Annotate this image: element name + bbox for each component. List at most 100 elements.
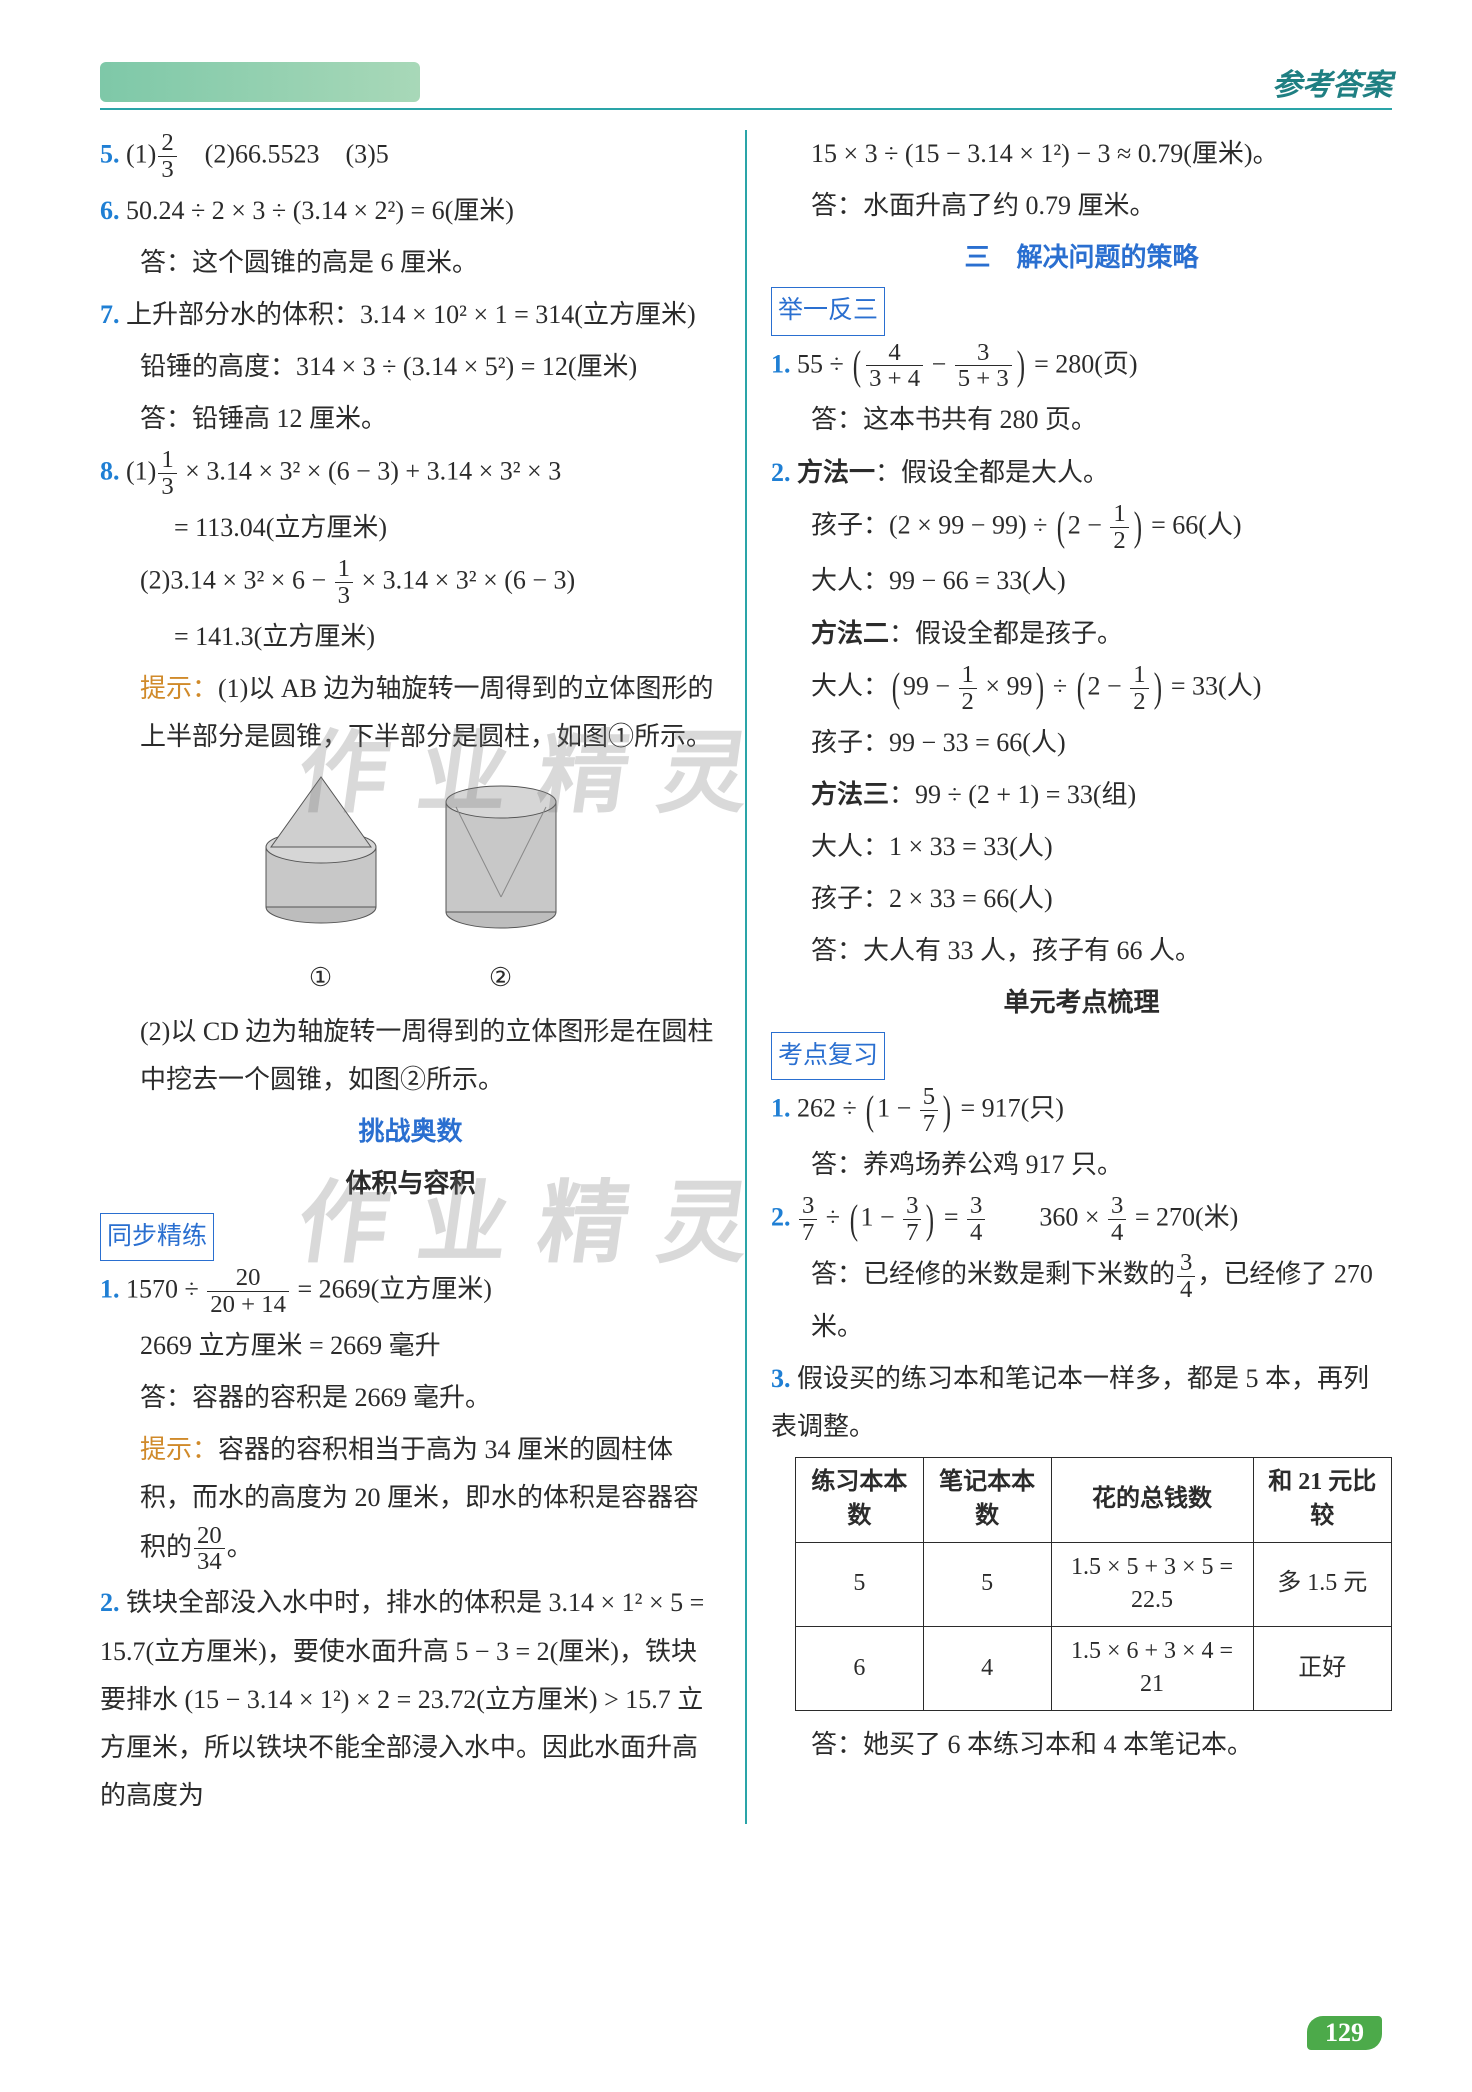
sync-2: 2. 铁块全部没入水中时，排水的体积是 3.14 × 1² × 5 = 15.7… bbox=[100, 1579, 721, 1819]
fraction: 34 bbox=[1108, 1193, 1126, 1246]
q2-m2-a: 大人：(99 − 12 × 99) ÷ (2 − 12) = 33(人) bbox=[771, 662, 1392, 715]
page-number: 129 bbox=[1307, 2016, 1382, 2050]
table-cell: 多 1.5 元 bbox=[1253, 1542, 1391, 1626]
k3-answer: 答：她买了 6 本练习本和 4 本笔记本。 bbox=[771, 1721, 1392, 1769]
item-6-answer: 答：这个圆锥的高是 6 厘米。 bbox=[100, 239, 721, 287]
hint-label: 提示： bbox=[140, 1435, 218, 1464]
left-column: 5. (1)23 (2)66.5523 (3)5 6. 50.24 ÷ 2 × … bbox=[100, 130, 721, 1824]
fraction: 2034 bbox=[194, 1523, 225, 1576]
q2-answer: 答：大人有 33 人，孩子有 66 人。 bbox=[771, 927, 1392, 975]
item-5: 5. (1)23 (2)66.5523 (3)5 bbox=[100, 130, 721, 183]
figure-row: ① ② bbox=[100, 767, 721, 1001]
table-row: 6 4 1.5 × 6 + 3 × 4 = 21 正好 bbox=[795, 1626, 1391, 1710]
k3-table: 练习本本数 笔记本本数 花的总钱数 和 21 元比较 5 5 1.5 × 5 +… bbox=[795, 1457, 1392, 1711]
fraction: 34 bbox=[967, 1193, 985, 1246]
right-column: 15 × 3 ÷ (15 − 3.14 × 1²) − 3 ≈ 0.79(厘米)… bbox=[771, 130, 1392, 1824]
table-cell: 1.5 × 6 + 3 × 4 = 21 bbox=[1051, 1626, 1253, 1710]
fraction: 34 bbox=[1177, 1250, 1195, 1303]
q1-answer: 答：这本书共有 280 页。 bbox=[771, 396, 1392, 444]
fraction: 57 bbox=[920, 1084, 938, 1137]
section-jyfs: 举一反三 bbox=[771, 286, 1392, 335]
sync-1-answer: 答：容器的容积是 2669 毫升。 bbox=[100, 1374, 721, 1422]
table-cell: 1.5 × 5 + 3 × 5 = 22.5 bbox=[1051, 1542, 1253, 1626]
item-number: 2. bbox=[771, 1203, 791, 1232]
content-columns: 5. (1)23 (2)66.5523 (3)5 6. 50.24 ÷ 2 × … bbox=[100, 130, 1392, 1824]
right-continue: 15 × 3 ÷ (15 − 3.14 × 1²) − 3 ≈ 0.79(厘米)… bbox=[771, 130, 1392, 178]
fraction: 12 bbox=[1110, 501, 1128, 554]
k2-answer: 答：已经修的米数是剩下米数的34，已经修了 270 米。 bbox=[771, 1250, 1392, 1351]
section-sync: 同步精练 bbox=[100, 1212, 721, 1261]
q2-m3-c: 孩子：2 × 33 = 66(人) bbox=[771, 875, 1392, 923]
item-number: 5. bbox=[100, 139, 120, 168]
figure-label: ② bbox=[431, 954, 571, 1002]
item-7-answer: 答：铅锤高 12 厘米。 bbox=[100, 395, 721, 443]
k1: 1. 262 ÷ (1 − 57) = 917(只) bbox=[771, 1084, 1392, 1137]
fraction: 23 bbox=[158, 130, 176, 183]
item-number: 6. bbox=[100, 196, 120, 225]
figure-2: ② bbox=[431, 767, 571, 1001]
item-6: 6. 50.24 ÷ 2 × 3 ÷ (3.14 × 2²) = 6(厘米) bbox=[100, 187, 721, 235]
fraction: 12 bbox=[1130, 662, 1148, 715]
table-row: 5 5 1.5 × 5 + 3 × 5 = 22.5 多 1.5 元 bbox=[795, 1542, 1391, 1626]
item-number: 2. bbox=[771, 458, 791, 487]
section-unit-summary: 单元考点梳理 bbox=[771, 979, 1392, 1027]
item-number: 7. bbox=[100, 300, 120, 329]
right-continue-ans: 答：水面升高了约 0.79 厘米。 bbox=[771, 182, 1392, 230]
fraction: 2020 + 14 bbox=[207, 1265, 289, 1318]
item-number: 2. bbox=[100, 1588, 120, 1617]
item-number: 1. bbox=[771, 1094, 791, 1123]
item-number: 3. bbox=[771, 1364, 791, 1393]
table-header: 花的总钱数 bbox=[1051, 1458, 1253, 1542]
section-kdfx: 考点复习 bbox=[771, 1031, 1392, 1080]
item-number: 1. bbox=[100, 1275, 120, 1304]
table-header: 练习本本数 bbox=[795, 1458, 923, 1542]
fraction: 43 + 4 bbox=[866, 340, 923, 393]
item-number: 1. bbox=[771, 349, 791, 378]
sync-1: 1. 1570 ÷ 2020 + 14 = 2669(立方厘米) bbox=[100, 1265, 721, 1318]
q1: 1. 55 ÷ (43 + 4 − 35 + 3) = 280(页) bbox=[771, 340, 1392, 393]
item-7b: 铅锤的高度：314 × 3 ÷ (3.14 × 5²) = 12(厘米) bbox=[100, 343, 721, 391]
table-header: 和 21 元比较 bbox=[1253, 1458, 1391, 1542]
fraction: 12 bbox=[959, 662, 977, 715]
fraction: 37 bbox=[903, 1193, 921, 1246]
section-3: 三 解决问题的策略 bbox=[771, 234, 1392, 282]
cylinder-hollow-icon bbox=[431, 767, 571, 937]
sync-1b: 2669 立方厘米 = 2669 毫升 bbox=[100, 1322, 721, 1370]
item-number: 8. bbox=[100, 457, 120, 486]
hint-2: (2)以 CD 边为轴旋转一周得到的立体图形是在圆柱中挖去一个圆锥，如图②所示。 bbox=[100, 1008, 721, 1104]
fraction: 13 bbox=[158, 447, 176, 500]
table-cell: 5 bbox=[923, 1542, 1051, 1626]
q2-m2-b: 孩子：99 − 33 = 66(人) bbox=[771, 719, 1392, 767]
item-8b-result: = 141.3(立方厘米) bbox=[100, 613, 721, 661]
item-8b: (2)3.14 × 3² × 6 − 13 × 3.14 × 3² × (6 −… bbox=[100, 556, 721, 609]
table-cell: 正好 bbox=[1253, 1626, 1391, 1710]
table-cell: 4 bbox=[923, 1626, 1051, 1710]
q2-m1: 2. 方法一：假设全都是大人。 bbox=[771, 449, 1392, 497]
header-decoration bbox=[100, 62, 420, 102]
figure-1: ① bbox=[251, 767, 391, 1001]
k1-answer: 答：养鸡场养公鸡 917 只。 bbox=[771, 1141, 1392, 1189]
q2-m3: 方法三：99 ÷ (2 + 1) = 33(组) bbox=[771, 771, 1392, 819]
column-divider bbox=[745, 130, 747, 1824]
q2-m3-b: 大人：1 × 33 = 33(人) bbox=[771, 823, 1392, 871]
figure-label: ① bbox=[251, 954, 391, 1002]
q2-m2: 方法二：假设全都是孩子。 bbox=[771, 610, 1392, 658]
sync-1-hint: 提示：容器的容积相当于高为 34 厘米的圆柱体积，而水的高度为 20 厘米，即水… bbox=[100, 1426, 721, 1575]
cone-cylinder-icon bbox=[251, 767, 391, 937]
table-header-row: 练习本本数 笔记本本数 花的总钱数 和 21 元比较 bbox=[795, 1458, 1391, 1542]
table-cell: 6 bbox=[795, 1626, 923, 1710]
fraction: 37 bbox=[799, 1193, 817, 1246]
table-cell: 5 bbox=[795, 1542, 923, 1626]
k3: 3. 假设买的练习本和笔记本一样多，都是 5 本，再列表调整。 bbox=[771, 1355, 1392, 1451]
header-title: 参考答案 bbox=[1272, 60, 1392, 104]
fraction: 13 bbox=[335, 556, 353, 609]
hint-label: 提示： bbox=[140, 674, 218, 703]
fraction: 35 + 3 bbox=[955, 340, 1012, 393]
q2-m1-b: 大人：99 − 66 = 33(人) bbox=[771, 557, 1392, 605]
item-8a: 8. (1)13 × 3.14 × 3² × (6 − 3) + 3.14 × … bbox=[100, 447, 721, 500]
item-7: 7. 上升部分水的体积：3.14 × 10² × 1 = 314(立方厘米) bbox=[100, 291, 721, 339]
page-header: 参考答案 bbox=[100, 60, 1392, 110]
hint-1: 提示：(1)以 AB 边为轴旋转一周得到的立体图形的上半部分是圆锥，下半部分是圆… bbox=[100, 665, 721, 761]
table-header: 笔记本本数 bbox=[923, 1458, 1051, 1542]
k2: 2. 37 ÷ (1 − 37) = 34 360 × 34 = 270(米) bbox=[771, 1193, 1392, 1246]
